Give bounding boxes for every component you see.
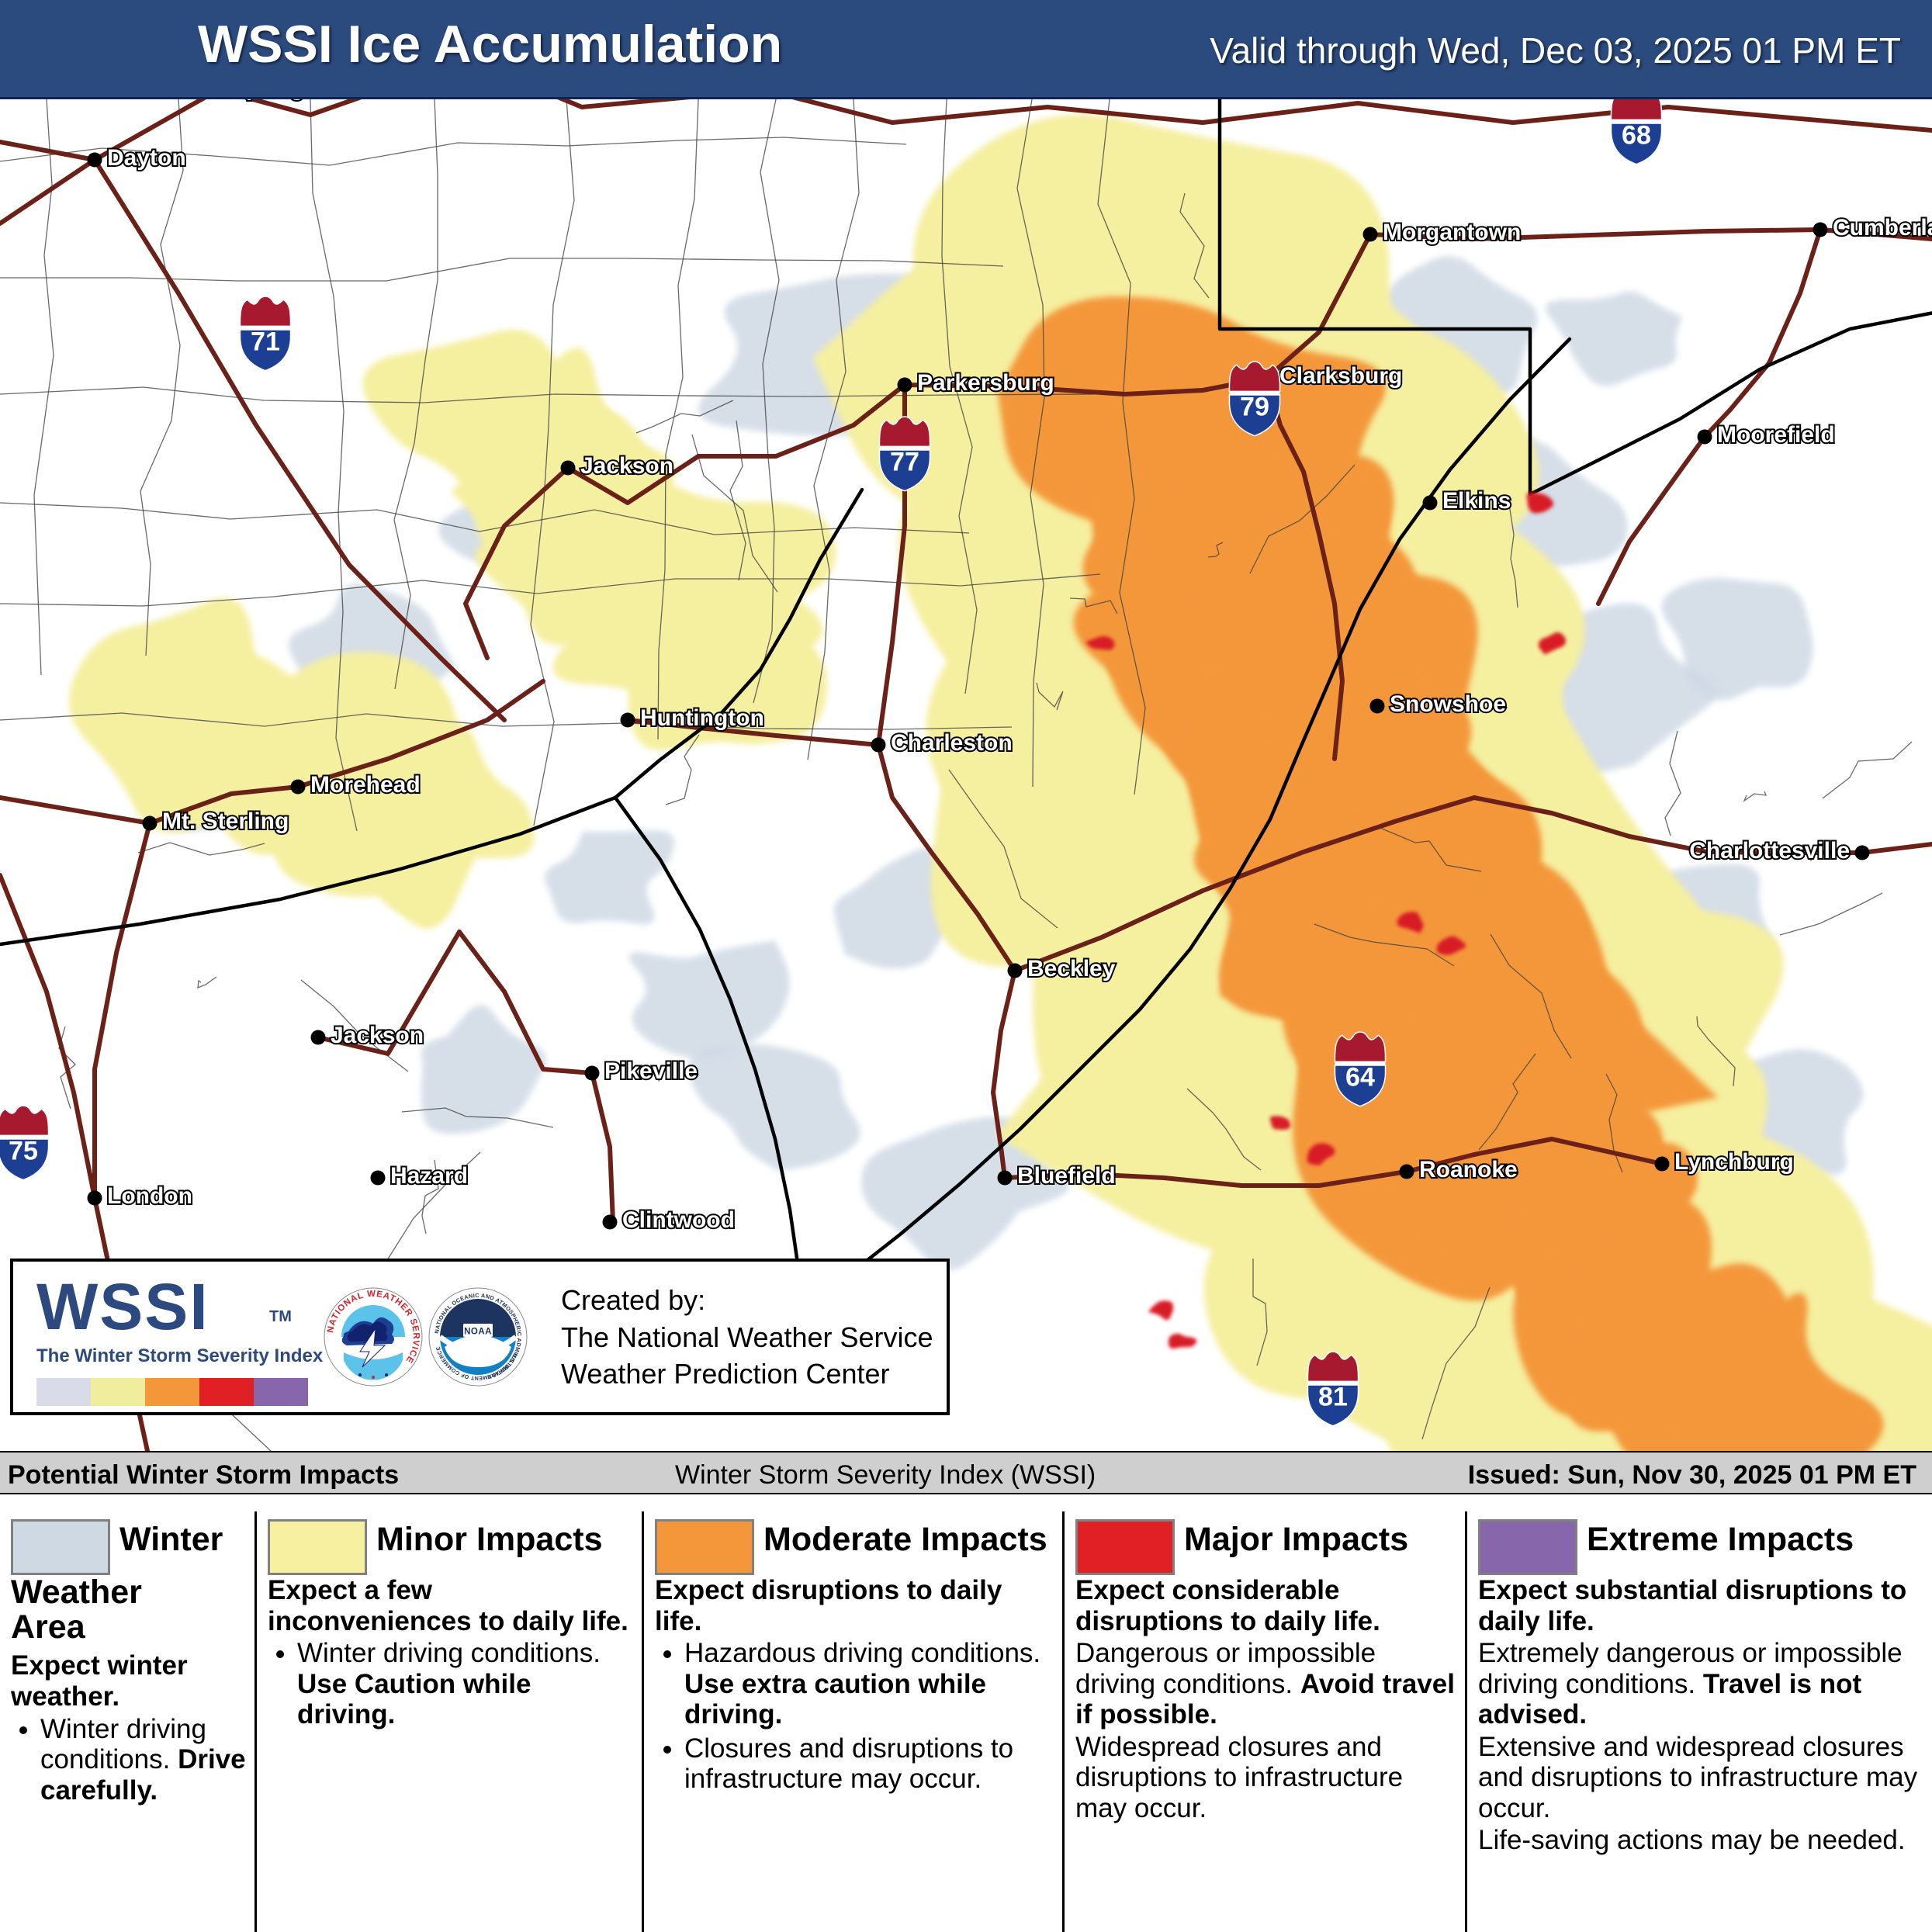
- svg-text:Pikeville: Pikeville: [604, 1058, 698, 1084]
- svg-text:Parkersburg: Parkersburg: [917, 370, 1054, 396]
- svg-text:Elkins: Elkins: [1442, 488, 1511, 514]
- svg-text:Lynchburg: Lynchburg: [1674, 1149, 1794, 1175]
- svg-text:Jackson: Jackson: [331, 1023, 424, 1048]
- svg-text:Clintwood: Clintwood: [622, 1207, 735, 1233]
- svg-text:79: 79: [1240, 392, 1269, 421]
- svg-text:Dayton: Dayton: [107, 145, 186, 171]
- svg-text:71: 71: [251, 327, 280, 356]
- svg-text:Morehead: Morehead: [310, 772, 421, 798]
- svg-text:77: 77: [890, 447, 919, 476]
- svg-text:Hazard: Hazard: [390, 1163, 468, 1189]
- svg-text:London: London: [107, 1183, 192, 1209]
- svg-text:Cumberland: Cumberland: [1833, 215, 1932, 241]
- svg-text:Charleston: Charleston: [891, 730, 1013, 756]
- svg-text:Mt. Sterling: Mt. Sterling: [162, 808, 289, 834]
- svg-text:75: 75: [9, 1136, 38, 1165]
- svg-text:Beckley: Beckley: [1027, 956, 1116, 982]
- svg-text:Bluefield: Bluefield: [1017, 1163, 1116, 1189]
- svg-text:Jackson: Jackson: [580, 453, 673, 479]
- svg-text:Snowshoe: Snowshoe: [1390, 691, 1506, 717]
- svg-text:Clarksburg: Clarksburg: [1279, 363, 1402, 389]
- svg-text:Huntington: Huntington: [640, 705, 764, 731]
- svg-text:81: 81: [1318, 1382, 1348, 1411]
- svg-text:Charlottesville: Charlottesville: [1689, 838, 1850, 864]
- svg-text:68: 68: [1622, 120, 1651, 150]
- svg-text:64: 64: [1345, 1062, 1375, 1092]
- svg-text:Zanesville: Zanesville: [777, 99, 890, 101]
- svg-text:Moorefield: Moorefield: [1717, 422, 1835, 448]
- svg-text:Springfield: Springfield: [230, 99, 352, 101]
- svg-text:Roanoke: Roanoke: [1419, 1157, 1518, 1182]
- svg-text:NOAA: NOAA: [464, 1328, 492, 1337]
- svg-text:Morgantown: Morgantown: [1383, 220, 1521, 245]
